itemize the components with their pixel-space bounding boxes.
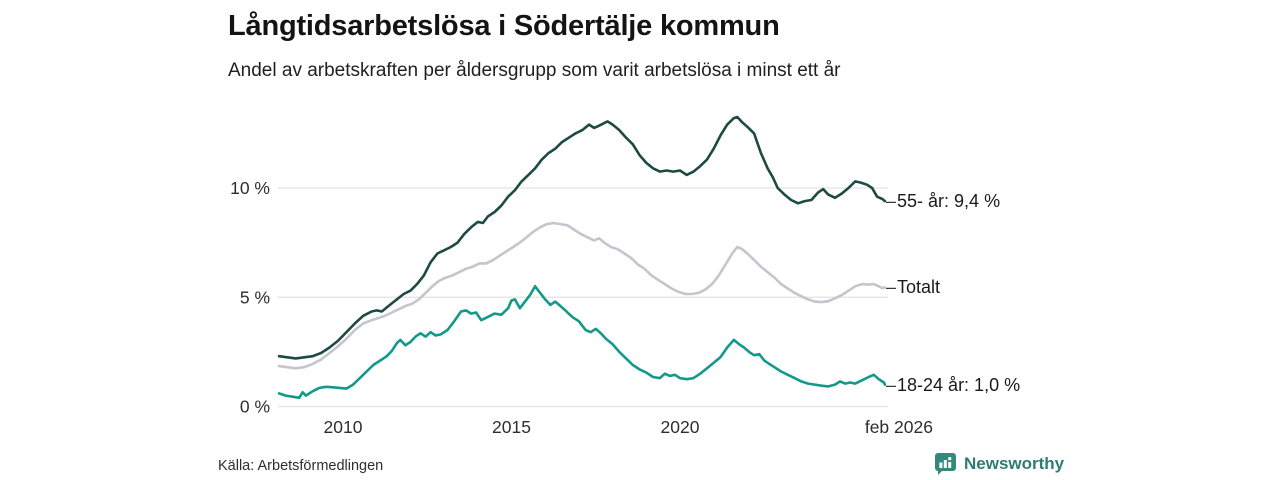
label-dash: – [886,374,897,395]
series-label-totalt: –Totalt [886,276,940,298]
page-title: Långtidsarbetslösa i Södertälje kommun [228,10,780,42]
brand-logo: Newsworthy [934,452,1064,475]
series-line-18-24-r [277,284,887,400]
x-axis-tick-label: 2015 [492,417,531,437]
label-text: Totalt [897,277,941,298]
series-line-55-r [277,115,887,360]
label-dash: – [886,277,897,298]
x-axis-tick-label: feb 2026 [865,417,933,437]
chart-subtitle: Andel av arbetskraften per åldersgrupp s… [228,60,841,81]
y-axis-tick-label: 5 % [240,287,270,307]
y-axis-tick-label: 10 % [230,178,270,198]
label-text: 18-24 år: 1,0 % [897,374,1021,395]
label-text: 55- år: 9,4 % [897,191,1001,212]
x-axis-tick-label: 2020 [661,417,700,437]
brand-name: Newsworthy [964,453,1065,473]
label-dash: – [886,191,897,212]
bar-chart-bubble-icon [935,453,956,475]
series-label-55-r: –55- år: 9,4 % [886,190,1000,212]
series-label-18-24-r: –18-24 år: 1,0 % [886,374,1020,396]
x-axis-tick-label: 2010 [324,417,363,437]
source-note: Källa: Arbetsförmedlingen [218,458,384,474]
series-line-totalt [277,221,887,370]
y-axis-tick-label: 0 % [240,397,270,417]
